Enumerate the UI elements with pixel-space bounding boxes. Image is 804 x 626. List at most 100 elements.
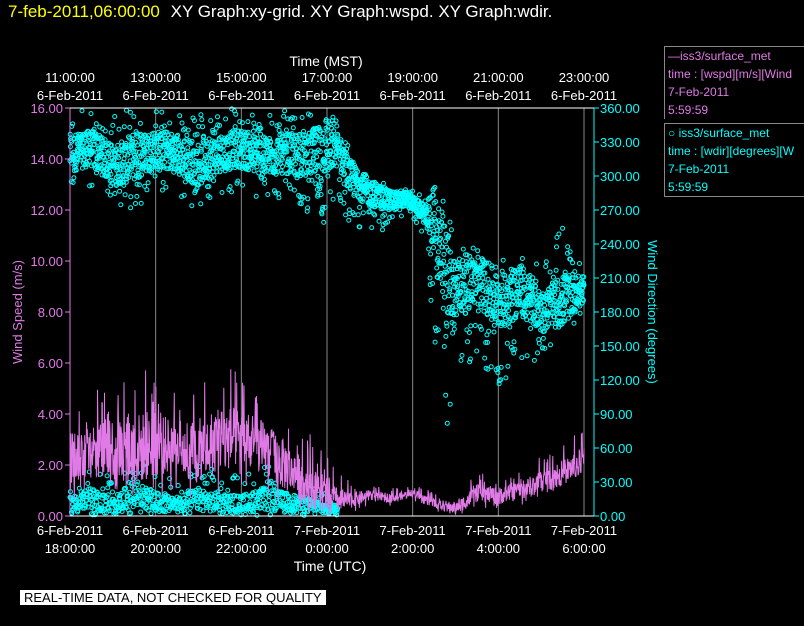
- wdir-point: [444, 420, 450, 426]
- wdir-point: [249, 112, 255, 118]
- wdir-point: [467, 359, 473, 365]
- wdir-point: [443, 392, 449, 398]
- wdir-low-point: [118, 490, 124, 496]
- wdir-point: [240, 182, 246, 188]
- wdir-point: [519, 256, 525, 261]
- wdir-point: [511, 299, 517, 305]
- wdir-point: [153, 123, 159, 129]
- wdir-point: [79, 108, 85, 114]
- wdir-point: [330, 196, 336, 202]
- wdir-point: [430, 281, 435, 286]
- wdir-point: [311, 149, 317, 155]
- wdir-point: [453, 307, 459, 313]
- wdir-point: [133, 201, 138, 206]
- wdir-point: [380, 227, 385, 233]
- wdir-low-point: [211, 477, 217, 483]
- wdir-point: [439, 219, 445, 225]
- wdir-point: [471, 299, 477, 305]
- wdir-point: [258, 125, 264, 131]
- y-right-tick-label: 210.00: [600, 271, 640, 286]
- wdir-point: [86, 158, 92, 164]
- wdir-point: [498, 377, 504, 383]
- wdir-point: [540, 335, 546, 341]
- wdir-point: [112, 152, 118, 158]
- x-top-tick-time: 23:00:00: [559, 70, 610, 85]
- legend-wspd: —iss3/surface_met time : [wspd][m/s][Win…: [664, 46, 804, 119]
- wdir-point: [461, 299, 467, 305]
- wdir-point: [199, 117, 205, 123]
- wdir-point: [160, 179, 166, 185]
- wdir-point: [568, 256, 573, 262]
- wdir-low-point: [268, 512, 274, 518]
- wdir-point: [121, 167, 127, 173]
- wspd-line: [69, 369, 585, 515]
- wdir-point: [444, 323, 450, 329]
- wdir-point: [360, 210, 366, 216]
- wdir-point: [308, 112, 313, 118]
- wdir-point: [322, 168, 328, 174]
- wdir-point: [431, 186, 437, 192]
- wdir-point: [142, 149, 148, 155]
- wdir-point: [444, 282, 450, 288]
- wdir-point: [365, 193, 371, 199]
- wdir-point: [480, 275, 486, 281]
- wdir-point: [128, 194, 134, 200]
- wdir-point: [291, 187, 297, 193]
- wdir-low-point: [142, 492, 148, 498]
- wdir-point: [559, 290, 565, 296]
- wdir-point: [553, 267, 559, 273]
- wdir-point: [273, 163, 279, 169]
- wdir-point: [179, 194, 185, 199]
- x-bottom-tick-date: 7-Feb-2011: [380, 523, 446, 538]
- wdir-point: [500, 257, 506, 263]
- wdir-point: [111, 157, 117, 163]
- wdir-point: [156, 145, 162, 150]
- wdir-low-point: [293, 493, 299, 499]
- wdir-point: [534, 261, 539, 267]
- wdir-point: [164, 166, 170, 172]
- wdir-low-point: [175, 483, 181, 488]
- wdir-low-point: [108, 480, 114, 486]
- wdir-point: [547, 269, 553, 275]
- wdir-point: [540, 345, 546, 351]
- wdir-low-point: [129, 483, 135, 489]
- wdir-low-point: [208, 491, 214, 497]
- wdir-point: [461, 274, 467, 280]
- wdir-point: [307, 160, 313, 166]
- wdir-point: [468, 323, 474, 329]
- wdir-point: [128, 205, 134, 211]
- wdir-point: [109, 177, 115, 183]
- wdir-low-point: [273, 505, 279, 511]
- wdir-point: [551, 303, 557, 309]
- wdir-low-point: [121, 505, 126, 511]
- wdir-point: [556, 305, 562, 311]
- wdir-point: [112, 114, 118, 119]
- wdir-point: [202, 153, 208, 158]
- wdir-point: [198, 146, 204, 152]
- wdir-point: [127, 124, 133, 130]
- wdir-point: [459, 307, 465, 313]
- wdir-point: [524, 317, 530, 323]
- wdir-point: [301, 194, 307, 200]
- wdir-point: [338, 139, 343, 145]
- wdir-point: [566, 275, 572, 281]
- x-axis-label-top: Time (MST): [289, 53, 362, 69]
- wdir-point: [189, 203, 195, 209]
- wdir-point: [511, 339, 517, 345]
- wdir-low-point: [93, 499, 99, 505]
- wdir-low-point: [128, 510, 134, 516]
- wdir-point: [195, 142, 201, 148]
- wdir-point: [334, 123, 340, 129]
- wdir-point: [435, 327, 441, 333]
- y-right-tick-label: 0.00: [600, 509, 625, 524]
- wdir-point: [114, 162, 120, 167]
- wdir-point: [447, 401, 453, 407]
- wdir-point: [311, 156, 316, 162]
- wdir-point: [330, 114, 336, 120]
- wdir-point: [427, 211, 433, 217]
- wdir-point: [196, 123, 202, 129]
- wdir-point: [338, 198, 344, 204]
- wdir-point: [340, 159, 346, 165]
- wdir-point: [496, 300, 502, 306]
- wdir-point: [542, 345, 548, 351]
